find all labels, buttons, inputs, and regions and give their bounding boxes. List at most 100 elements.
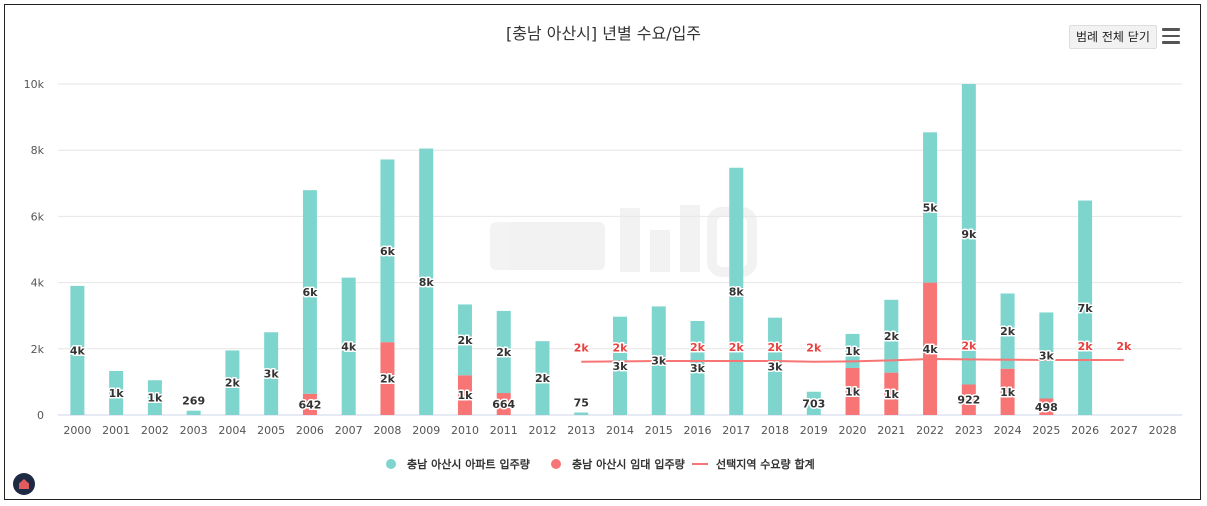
bar-rental-2025 [1039, 398, 1054, 415]
line-label-2013: 2k [574, 342, 590, 355]
y-tick-label: 6k [31, 210, 45, 223]
bar-apartment-2025 [1039, 312, 1054, 399]
bar-label-rental-2023: 922 [957, 394, 980, 407]
svg-text:3k: 3k [690, 362, 706, 375]
svg-text:2k: 2k [1078, 340, 1094, 353]
svg-text:2k: 2k [380, 373, 396, 386]
bar-apartment-2023 [961, 83, 976, 385]
svg-text:4k: 4k [70, 344, 86, 357]
bar-apartment-2026 [1078, 200, 1093, 415]
svg-text:642: 642 [298, 398, 321, 411]
bar-label-total-2013: 75 [574, 397, 589, 410]
svg-text:5k: 5k [923, 201, 939, 214]
svg-text:3k: 3k [768, 360, 784, 373]
svg-text:2k: 2k [729, 341, 745, 354]
bar-apartment-2002 [147, 380, 162, 415]
svg-text:2k: 2k [535, 372, 551, 385]
bar-label-apartment-2025: 3k [1039, 349, 1055, 362]
bar-rental-2010 [457, 375, 472, 415]
x-tick-label: 2026 [1071, 424, 1099, 437]
bar-label-apartment-2009: 8k [419, 276, 435, 289]
svg-text:2k: 2k [613, 341, 629, 354]
bar-rental-2023 [961, 384, 976, 415]
bar-label-apartment-2006: 6k [302, 286, 318, 299]
bar-label-apartment-2008: 6k [380, 245, 396, 258]
bar-apartment-2000 [70, 285, 85, 415]
legend-item-1[interactable]: 충남 아산시 아파트 입주량 [386, 457, 530, 471]
y-tick-label: 4k [31, 277, 45, 290]
svg-text:8k: 8k [419, 276, 435, 289]
bar-apartment-2012 [535, 341, 550, 415]
bar-label-apartment-2001: 1k [109, 387, 125, 400]
svg-text:664: 664 [492, 398, 515, 411]
svg-text:2k: 2k [225, 377, 241, 390]
bar-apartment-2006 [302, 190, 317, 394]
svg-text:2k: 2k [961, 339, 977, 352]
bar-label-rental-2008: 2k [380, 373, 396, 386]
svg-text:6k: 6k [380, 245, 396, 258]
bar-rental-2022 [923, 282, 938, 415]
bar-label-apartment-2014: 3k [613, 360, 629, 373]
bar-rental-2011 [496, 393, 511, 415]
bar-label-rental-2010: 1k [457, 389, 473, 402]
svg-text:3k: 3k [1039, 349, 1055, 362]
bar-apartment-2011 [496, 310, 511, 394]
svg-text:7k: 7k [1078, 302, 1094, 315]
bar-label-apartment-2010: 2k [457, 334, 473, 347]
legend-item-3[interactable]: 선택지역 수요량 합계 [692, 457, 815, 471]
x-tick-label: 2015 [645, 424, 673, 437]
svg-text:269: 269 [182, 395, 205, 408]
svg-text:498: 498 [1035, 401, 1058, 414]
bar-apartment-2020 [845, 333, 860, 368]
y-tick-label: 2k [31, 343, 45, 356]
bar-apartment-2014 [613, 316, 627, 415]
bar-apartment-2010 [457, 304, 472, 376]
hamburger-menu-icon[interactable] [1162, 28, 1180, 44]
bar-apartment-2019 [806, 391, 821, 415]
legend-toggle-button[interactable]: 범례 전체 닫기 [1069, 25, 1157, 49]
x-tick-label: 2020 [839, 424, 867, 437]
bar-label-apartment-2011: 2k [496, 346, 512, 359]
x-axis: 2000 2001 2002 2003 2004 2005 2006 2007 2008 2009… [63, 424, 1176, 437]
svg-text:4k: 4k [341, 340, 357, 353]
bar-rental-2008 [380, 342, 395, 415]
svg-text:1k: 1k [845, 345, 861, 358]
bar-label-rental-2011: 664 [492, 398, 515, 411]
chart-frame [4, 4, 1201, 500]
x-tick-label: 2018 [761, 424, 789, 437]
legend-item-2[interactable]: 충남 아산시 임대 입주량 [551, 457, 685, 471]
bar-label-rental-2025: 498 [1035, 401, 1058, 414]
line-label-2016: 2k [690, 341, 706, 354]
x-tick-label: 2008 [373, 424, 401, 437]
bar-rental-2021 [884, 372, 899, 415]
y-axis: 0 2k 4k 6k 8k 10k [24, 78, 45, 422]
svg-text:1k: 1k [1000, 386, 1016, 399]
x-tick-label: 2000 [63, 424, 91, 437]
line-label-2017: 2k [729, 341, 745, 354]
svg-text:2k: 2k [457, 334, 473, 347]
bar-apartment-2018 [768, 317, 783, 415]
bar-label-apartment-2019: 703 [802, 397, 825, 410]
x-tick-label: 2023 [955, 424, 983, 437]
y-tick-label: 10k [24, 78, 45, 91]
x-tick-label: 2005 [257, 424, 285, 437]
x-tick-label: 2006 [296, 424, 324, 437]
demand-line [581, 358, 1124, 363]
home-logo-icon[interactable] [13, 473, 35, 495]
x-tick-label: 2027 [1110, 424, 1138, 437]
bar-label-apartment-2002: 1k [147, 392, 163, 405]
svg-text:75: 75 [574, 397, 589, 410]
bar-apartment-2003 [186, 410, 201, 415]
chart-legend: 충남 아산시 아파트 입주량 충남 아산시 임대 입주량 선택지역 수요량 합계 [386, 457, 815, 471]
x-tick-label: 2016 [684, 424, 712, 437]
bar-apartment-2021 [884, 299, 899, 373]
bar-apartment-2022 [923, 132, 938, 283]
x-tick-label: 2025 [1032, 424, 1060, 437]
bar-label-apartment-2004: 2k [225, 377, 241, 390]
svg-text:8k: 8k [729, 285, 745, 298]
x-tick-label: 2010 [451, 424, 479, 437]
x-tick-label: 2003 [180, 424, 208, 437]
legend-marker [551, 459, 561, 469]
svg-text:703: 703 [802, 397, 825, 410]
